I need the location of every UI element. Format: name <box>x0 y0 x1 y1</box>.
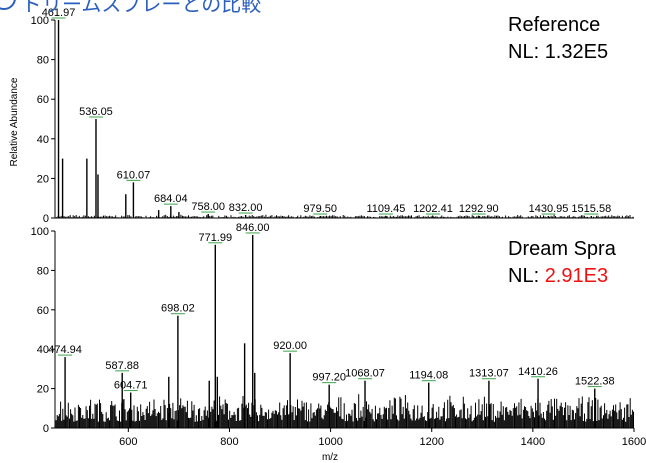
y-axis-title: Relative Abundance <box>9 77 20 166</box>
reference-peak-label: 1515.58 <box>571 203 611 215</box>
dream-spray-nl-prefix: NL: <box>508 265 545 287</box>
dream-spray-y-tick-label: 0 <box>43 423 49 435</box>
reference-peak-label: 1109.45 <box>366 203 405 215</box>
dream-spray-noise-trace <box>54 394 634 428</box>
reference-peak-label: 1430.95 <box>529 203 569 215</box>
dream-spray-y-tick-label: 80 <box>37 265 49 277</box>
dream-spray-y-tick-label: 100 <box>31 226 49 238</box>
reference-y-tick-label: 60 <box>37 94 49 106</box>
dream-spray-y-tick-label: 40 <box>37 344 49 356</box>
reference-peak-label: 1202.41 <box>413 203 453 215</box>
dream-spray-x-tick-label: 1600 <box>622 436 646 448</box>
dream-spray-legend: Dream Spra NL: 2.91E3 <box>508 236 646 290</box>
reference-spectrum-panel: 0 20 40 60 80 100 461.97 536.05 610.07684.04758… <box>31 7 634 225</box>
reference-peak-label: 758.00 <box>191 201 225 213</box>
reference-nl-prefix: NL: <box>508 41 545 63</box>
x-axis-title: m/z <box>322 452 338 463</box>
dream-spray-peak-label: 1410.26 <box>518 366 558 378</box>
dream-spray-peak-label: 1522.38 <box>575 376 615 388</box>
dream-spray-x-tick-label: 1200 <box>419 436 443 448</box>
dream-spray-x-tick-label: 800 <box>220 436 238 448</box>
reference-peak-label: 1292.90 <box>459 203 499 215</box>
reference-name: Reference <box>508 14 601 36</box>
reference-y-tick-label: 40 <box>37 134 49 146</box>
dream-spray-nl: NL: 2.91E3 <box>508 263 646 290</box>
reference-peak-label: 684.04 <box>154 193 188 205</box>
reference-legend: Reference NL: 1.32E5 <box>508 12 608 66</box>
dream-spray-y-tick-label: 20 <box>37 384 49 396</box>
reference-peak-label: 832.00 <box>229 202 263 214</box>
reference-y-tick-label: 80 <box>37 55 49 67</box>
dream-spray-name: Dream Spra <box>508 238 616 260</box>
dream-spray-peak-label: 1068.07 <box>345 368 385 380</box>
reference-y-tick-label: 0 <box>43 213 49 225</box>
reference-noise-trace <box>54 214 634 218</box>
reference-y-tick-label: 100 <box>31 15 49 27</box>
dream-spray-peak-label: 771.99 <box>198 232 232 244</box>
reference-peak-label: 610.07 <box>117 169 151 181</box>
reference-nl: NL: 1.32E5 <box>508 39 608 66</box>
reference-peak-label: 979.50 <box>303 203 337 215</box>
dream-spray-nl-value: 2.91E3 <box>544 265 609 287</box>
dream-spray-peak-label: 474.94 <box>48 344 82 356</box>
reference-nl-value: 1.32E5 <box>544 41 609 63</box>
reference-peak-label: 536.05 <box>79 106 113 118</box>
dream-spray-peak-label: 698.02 <box>161 303 195 315</box>
dream-spray-peak-label: 604.71 <box>114 380 148 392</box>
dream-spray-x-tick-label: 600 <box>119 436 137 448</box>
dream-spray-x-tick-label: 1400 <box>521 436 545 448</box>
dream-spray-spectrum-panel: 0 20 40 60 80 100 600 800 1000 1200 1400 1600 474.… <box>31 222 646 448</box>
dream-spray-peak-label: 1194.08 <box>409 370 448 382</box>
dream-spray-peak-label: 920.00 <box>273 340 307 352</box>
dream-spray-peak-label: 587.88 <box>105 360 139 372</box>
reference-y-tick-label: 20 <box>37 173 49 185</box>
dream-spray-peak-label: 846.00 <box>236 222 270 234</box>
reference-peak-label: 461.97 <box>42 7 76 19</box>
dream-spray-peak-label: 997.20 <box>312 372 346 384</box>
dream-spray-peak-label: 1313.07 <box>469 368 509 380</box>
header-title: ドリームスプレーとの比較 <box>22 0 262 16</box>
dream-spray-x-tick-label: 1000 <box>318 436 342 448</box>
dream-spray-y-tick-label: 60 <box>37 305 49 317</box>
